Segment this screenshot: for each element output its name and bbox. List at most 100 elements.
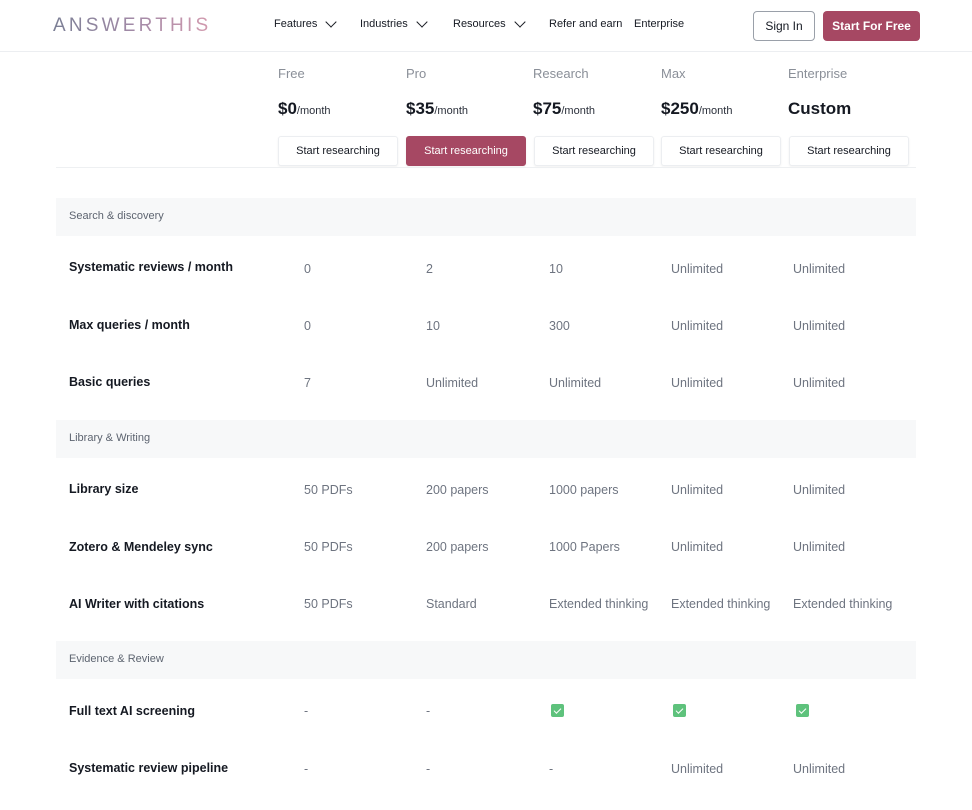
nav-features-label: Features — [274, 18, 318, 30]
cell-free: 7 — [304, 376, 311, 390]
price-period: /month — [434, 105, 469, 117]
chevron-down-icon — [416, 16, 428, 28]
table-row: Library size 50 PDFs 200 papers 1000 pap… — [56, 461, 916, 518]
table-row: Systematic review pipeline - - - Unlimit… — [56, 740, 916, 797]
cell-max: Unlimited — [671, 540, 724, 554]
plan-price: $250/month — [661, 99, 785, 119]
check-icon — [673, 704, 686, 717]
feature-label: AI Writer with citations — [69, 597, 205, 611]
table-row: Max queries / month 0 10 300 Unlimited U… — [56, 297, 916, 354]
plan-header-research: Research $75/month — [533, 66, 657, 119]
nav-resources[interactable]: Resources — [453, 16, 526, 30]
cell-research: - — [549, 762, 554, 776]
check-icon — [796, 704, 809, 717]
cell-enterprise: Unlimited — [793, 483, 846, 497]
cell-research: 1000 papers — [549, 483, 619, 497]
price-period: /month — [698, 105, 733, 117]
cell-max: Unlimited — [671, 762, 724, 776]
cell-enterprise: Unlimited — [793, 762, 846, 776]
cell-max: Unlimited — [671, 376, 724, 390]
plan-header-pro: Pro $35/month — [406, 66, 530, 119]
plan-header-max: Max $250/month — [661, 66, 785, 119]
start-for-free-button[interactable]: Start For Free — [823, 11, 920, 41]
nav-industries[interactable]: Industries — [360, 16, 428, 30]
table-row: Full text AI screening - - — [56, 683, 916, 740]
nav-industries-label: Industries — [360, 18, 408, 30]
cell-free: 50 PDFs — [304, 540, 353, 554]
plan-name: Research — [533, 66, 589, 81]
feature-label: Library size — [69, 482, 139, 496]
cell-pro: 200 papers — [426, 540, 489, 554]
table-row: AI Writer with citations 50 PDFs Standar… — [56, 575, 916, 632]
nav-refer-and-earn[interactable]: Refer and earn — [549, 18, 622, 30]
table-row: Zotero & Mendeley sync 50 PDFs 200 paper… — [56, 518, 916, 575]
plan-name: Pro — [406, 66, 427, 81]
cell-free: 50 PDFs — [304, 597, 353, 611]
table-row: Basic queries 7 Unlimited Unlimited Unli… — [56, 354, 916, 411]
cell-research: 300 — [549, 319, 570, 333]
cell-research: Unlimited — [549, 376, 602, 390]
start-researching-enterprise-button[interactable]: Start researching — [789, 136, 909, 166]
cell-max: Unlimited — [671, 319, 724, 333]
plan-name: Enterprise — [788, 66, 848, 81]
chevron-down-icon — [513, 16, 526, 28]
cell-max: Extended thinking — [671, 597, 771, 611]
chevron-down-icon — [325, 16, 338, 28]
nav-enterprise-label: Enterprise — [634, 18, 685, 30]
cell-pro: 200 papers — [426, 483, 489, 497]
price-amount: $0 — [278, 99, 297, 118]
start-researching-free-button[interactable]: Start researching — [278, 136, 398, 166]
cell-free: 0 — [304, 262, 311, 276]
cell-enterprise: Unlimited — [793, 319, 846, 333]
sign-in-button[interactable]: Sign In — [753, 11, 815, 41]
section-header: Library & Writing — [56, 420, 916, 458]
plan-name: Free — [278, 66, 305, 81]
nav-resources-label: Resources — [453, 18, 506, 30]
cell-pro: Unlimited — [426, 376, 479, 390]
section-header: Search & discovery — [56, 198, 916, 236]
section-title: Library & Writing — [69, 432, 151, 444]
cell-pro: Standard — [426, 597, 477, 611]
section-title: Evidence & Review — [69, 653, 164, 665]
start-researching-research-button[interactable]: Start researching — [534, 136, 654, 166]
start-researching-pro-button[interactable]: Start researching — [406, 136, 526, 166]
feature-label: Systematic reviews / month — [69, 260, 233, 274]
cell-pro: - — [426, 704, 431, 718]
check-icon — [551, 704, 564, 717]
cell-free: - — [304, 704, 309, 718]
price-amount: $250 — [661, 99, 699, 118]
cell-enterprise: Unlimited — [793, 376, 846, 390]
cell-research: 1000 Papers — [549, 540, 620, 554]
start-researching-max-button[interactable]: Start researching — [661, 136, 781, 166]
plan-price: $75/month — [533, 99, 657, 119]
answerthis-logo[interactable]: ANSWERTHIS — [53, 15, 212, 36]
cell-free: - — [304, 762, 309, 776]
plan-header-enterprise: Enterprise Custom — [788, 66, 912, 119]
cell-research: Extended thinking — [549, 597, 649, 611]
plan-header-free: Free $0/month — [278, 66, 402, 119]
table-row: Systematic reviews / month 0 2 10 Unlimi… — [56, 240, 916, 297]
price-amount: $75 — [533, 99, 562, 118]
feature-label: Zotero & Mendeley sync — [69, 540, 213, 554]
cell-max: Unlimited — [671, 262, 724, 276]
plan-price: $35/month — [406, 99, 530, 119]
cell-enterprise: Extended thinking — [793, 597, 893, 611]
plan-price: $0/month — [278, 99, 402, 119]
feature-label: Basic queries — [69, 375, 151, 389]
cell-pro: 10 — [426, 319, 440, 333]
cell-max: Unlimited — [671, 483, 724, 497]
nav-enterprise[interactable]: Enterprise — [634, 18, 684, 30]
plan-price: Custom — [788, 99, 912, 119]
cell-enterprise: Unlimited — [793, 262, 846, 276]
nav-refer-label: Refer and earn — [549, 18, 623, 30]
price-period: /month — [561, 105, 596, 117]
cell-pro: 2 — [426, 262, 433, 276]
feature-label: Max queries / month — [69, 318, 190, 332]
feature-label: Full text AI screening — [69, 704, 195, 718]
price-period: /month — [296, 105, 331, 117]
cell-pro: - — [426, 762, 431, 776]
top-navigation-bar: ANSWERTHIS Features Industries Resources… — [0, 0, 972, 52]
section-header: Evidence & Review — [56, 641, 916, 679]
feature-label: Systematic review pipeline — [69, 761, 229, 775]
nav-features[interactable]: Features — [274, 16, 338, 30]
